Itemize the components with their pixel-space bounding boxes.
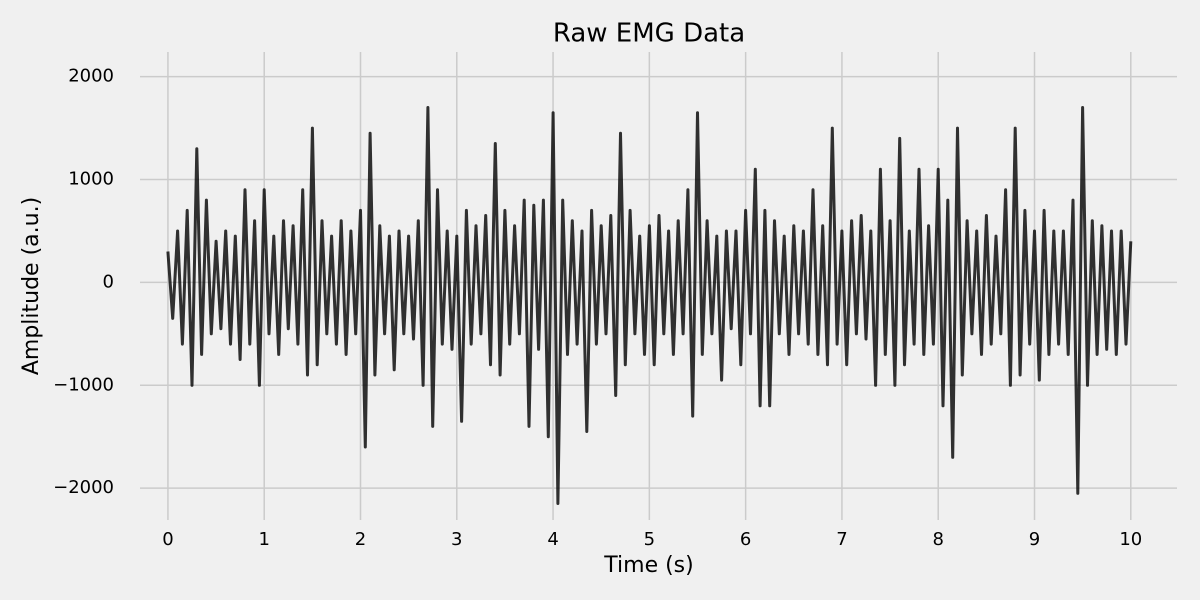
y-tick-label: −1000 <box>53 374 114 395</box>
y-tick-label: 0 <box>103 271 114 292</box>
signal-line <box>166 106 1133 505</box>
x-tick-label: 8 <box>932 529 943 550</box>
x-tick-label: 9 <box>1029 529 1040 550</box>
x-tick-label: 6 <box>740 529 751 550</box>
x-tick-label: 7 <box>836 529 847 550</box>
y-tick-label: −2000 <box>53 477 114 498</box>
y-tick-label: 2000 <box>68 66 114 87</box>
x-tick-label: 2 <box>355 529 366 550</box>
chart-title: Raw EMG Data <box>553 19 745 49</box>
x-tick-label: 3 <box>451 529 462 550</box>
y-axis-label: Amplitude (a.u.) <box>19 197 44 375</box>
x-tick-label: 1 <box>258 529 269 550</box>
x-tick-label: 5 <box>644 529 655 550</box>
y-tick-label: 1000 <box>68 169 114 190</box>
x-axis-label: Time (s) <box>603 553 693 578</box>
x-tick-label: 0 <box>162 529 173 550</box>
x-tick-label: 10 <box>1119 529 1142 550</box>
x-tick-label: 4 <box>547 529 558 550</box>
